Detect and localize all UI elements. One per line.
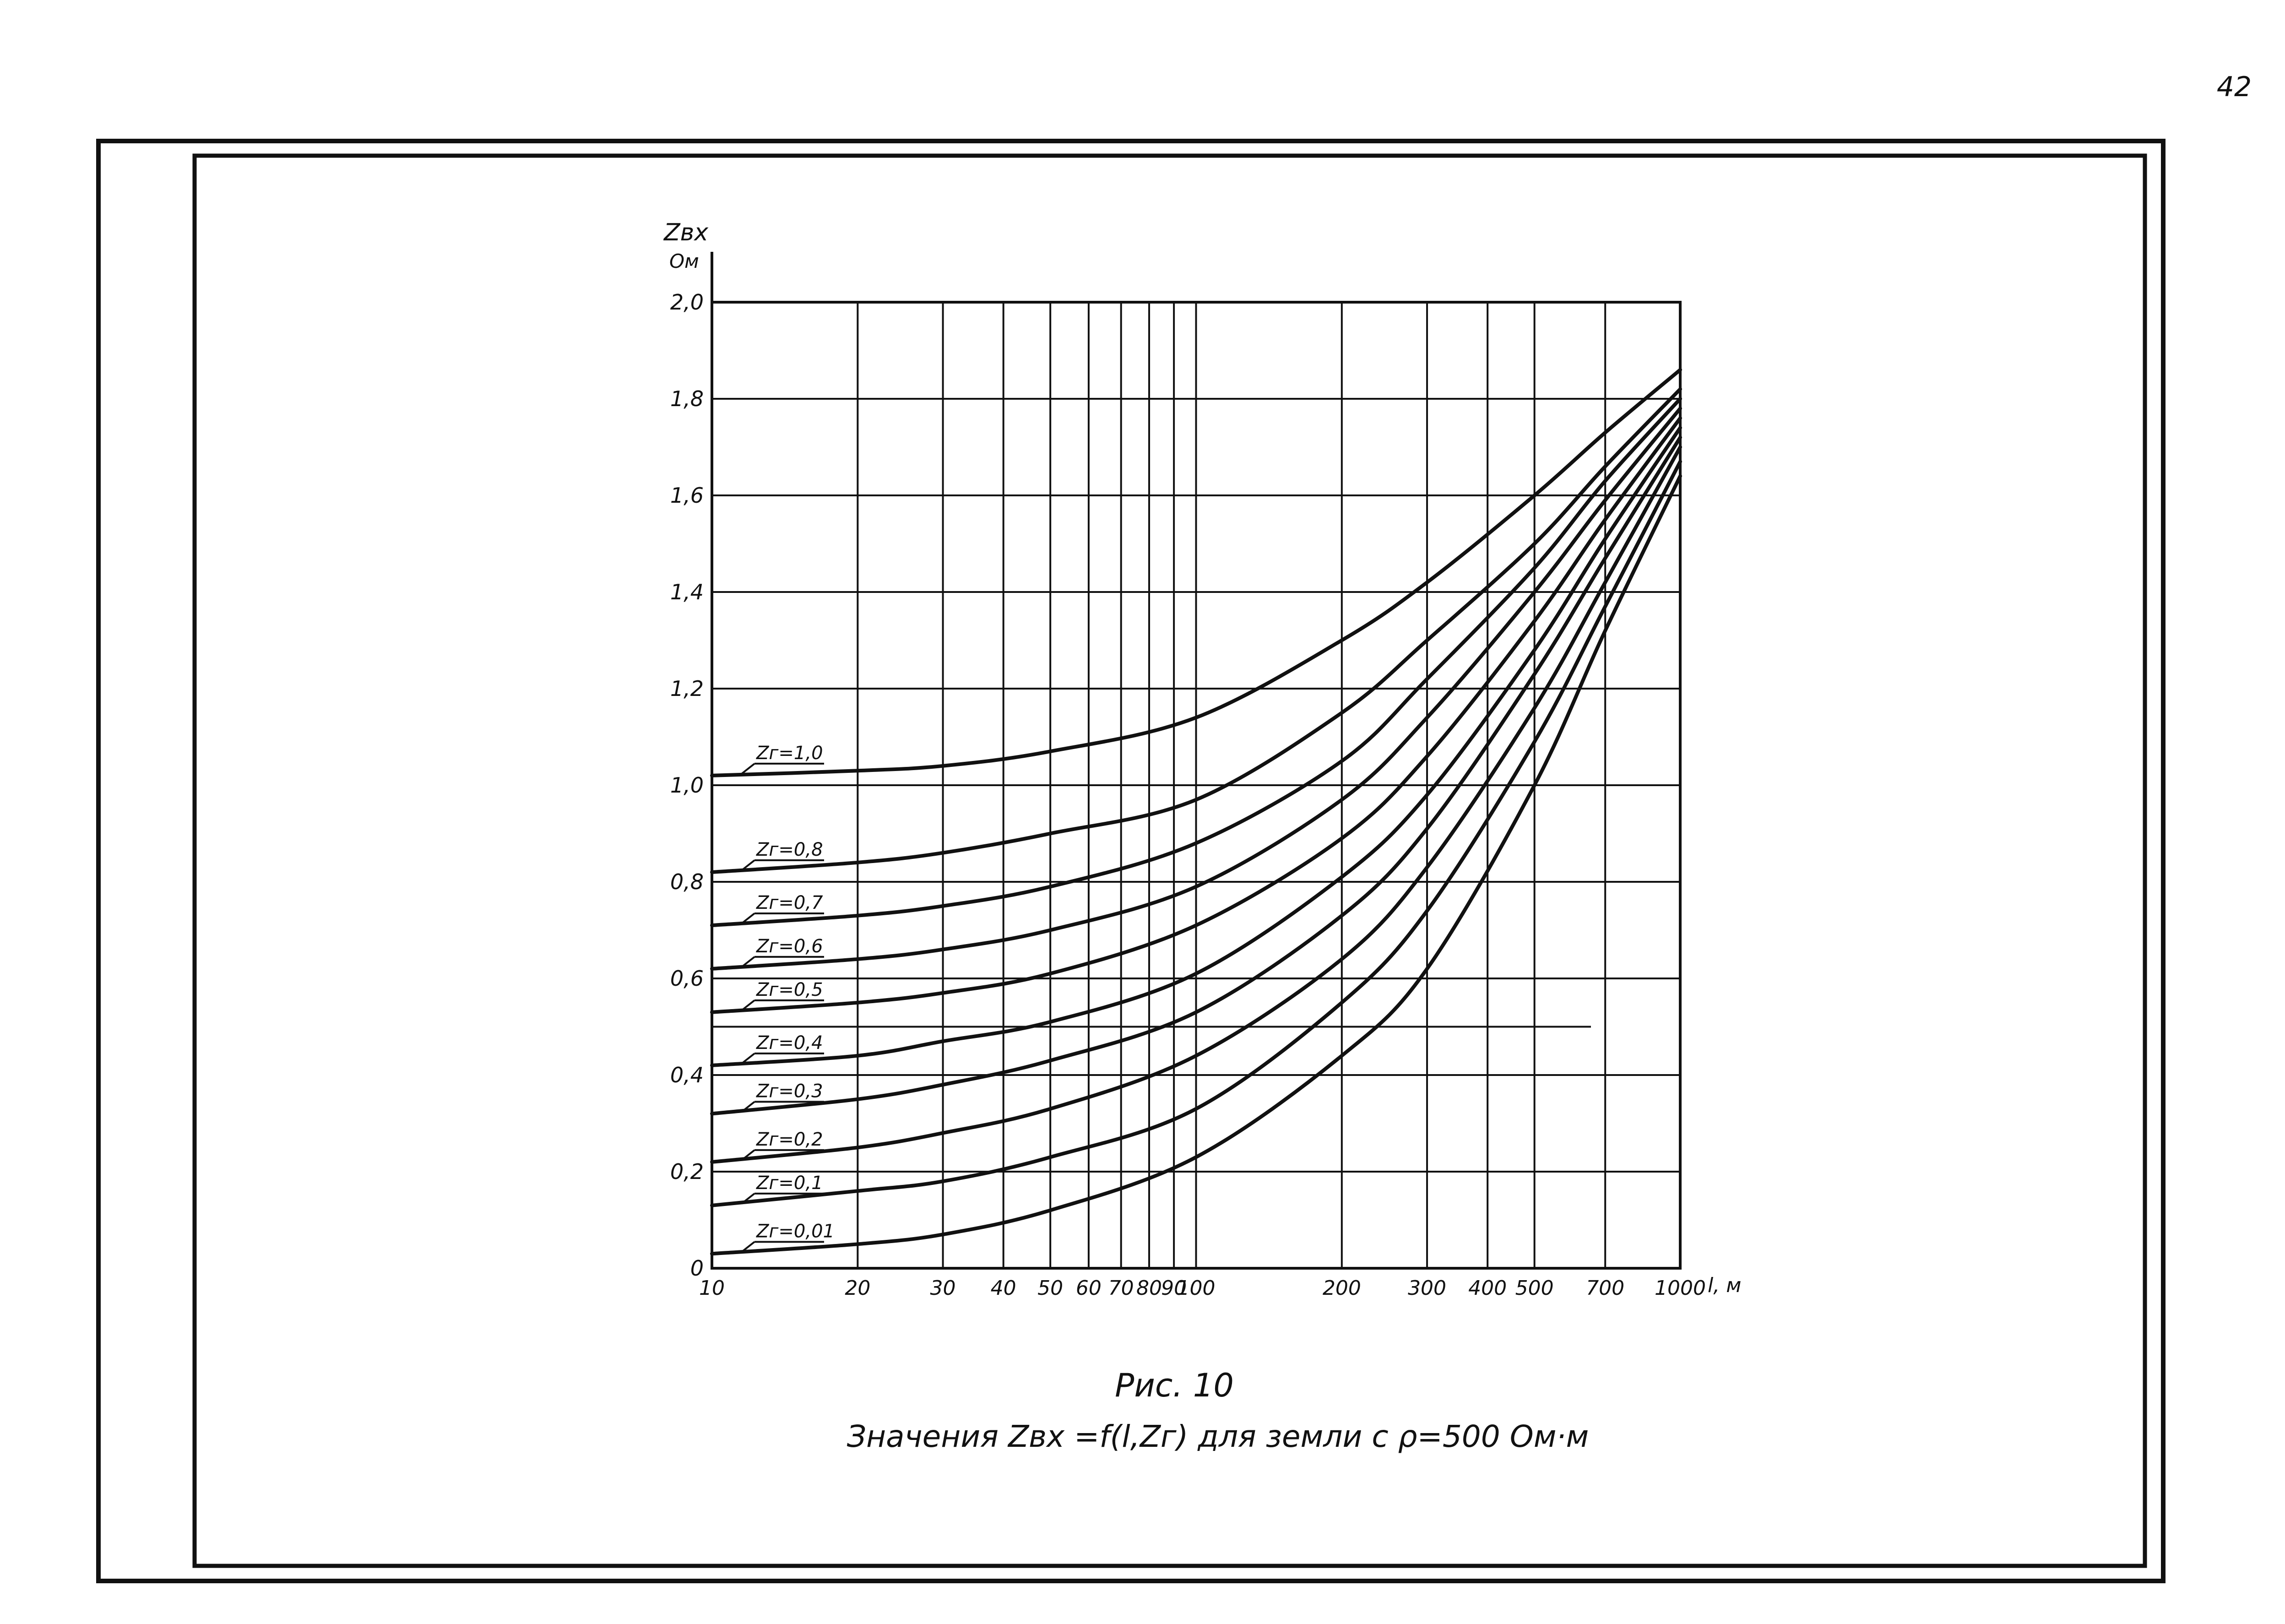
series-label-leader [741,912,755,924]
y-axis-label-line1: Zвх [663,219,709,246]
series-line [710,426,1682,1067]
y-grid-lines [712,398,1680,1173]
series-labels: Zг=1,0 Zг=0,8 Zг=0,7 Zг=0,6 Zг=0,5 Zг=0,4 Zг=0… [741,743,835,1253]
x-tick-label: 1000 [1655,1276,1706,1300]
series-lines [710,368,1682,1256]
x-tick-label: 80 [1136,1276,1162,1300]
series-label-leader [741,956,755,968]
series-label: Zг=0,8 [756,839,823,860]
series-label: Zг=0,1 [756,1173,823,1194]
y-tick-labels: 0 0,2 0,4 0,6 0,8 1,0 1,2 1,4 1,6 1,8 2,0 [670,290,704,1281]
y-tick-label: 2,0 [670,290,704,315]
x-tick-label: 400 [1468,1276,1507,1300]
x-tick-label: 50 [1037,1276,1063,1300]
outer-frame [96,139,2166,1583]
series-label-leader [741,1149,755,1161]
x-tick-label: 60 [1076,1276,1102,1300]
x-tick-label: 700 [1586,1276,1624,1300]
x-tick-label: 30 [930,1276,956,1300]
series-label-leader [741,1193,755,1205]
series-line [710,435,1682,1116]
figure-caption-text: Значения Zвх =f(l,Zг) для земли с ρ=500 … [847,1419,1589,1454]
x-tick-label: 40 [991,1276,1016,1300]
x-tick-label: 300 [1408,1276,1446,1300]
series-label-leader [741,859,755,871]
y-tick-label: 0 [690,1256,704,1281]
series-line [710,387,1682,874]
series-line [710,416,1682,1014]
y-tick-label: 1,4 [670,580,704,604]
inner-frame [192,153,2147,1568]
y-tick-label: 1,0 [670,773,704,798]
x-tick-label: 70 [1108,1276,1134,1300]
y-tick-label: 1,2 [670,676,704,701]
series-line [710,474,1682,1256]
series-label-leader [741,999,755,1011]
x-tick-label: 500 [1515,1276,1554,1300]
series-line [710,460,1682,1207]
y-tick-label: 0,8 [670,869,704,894]
y-axis-label-line2: Ом [669,250,699,272]
x-tick-label: 200 [1323,1276,1361,1300]
series-label: Zг=0,01 [756,1221,835,1242]
series-label-leader [741,1053,755,1065]
series-label: Zг=0,2 [756,1129,823,1150]
x-tick-label: 20 [845,1276,870,1300]
series-label-leader [741,1241,755,1253]
figure-caption-number: Рис. 10 [1115,1367,1234,1404]
x-axis-label: l, м [1708,1274,1741,1297]
series-label: Zг=0,6 [756,936,823,957]
series-label: Zг=0,7 [756,892,823,913]
series-label-leader [741,1101,755,1113]
x-tick-label: 100 [1177,1276,1216,1300]
y-tick-label: 1,8 [670,386,704,411]
series-line [710,407,1682,971]
y-tick-label: 1,6 [670,483,704,508]
y-tick-label: 0,4 [670,1063,704,1087]
x-tick-label: 10 [699,1276,725,1300]
series-label: Zг=0,3 [756,1081,823,1102]
series-line [710,445,1682,1164]
y-tick-label: 0,2 [670,1159,704,1184]
x-tick-label: 90 [1161,1276,1187,1300]
series-label: Zг=0,4 [756,1032,823,1054]
series-label-leader [741,763,755,775]
page-number: 42 [2217,71,2252,103]
series-label: Zг=1,0 [756,743,823,764]
y-tick-label: 0,6 [670,966,704,991]
series-label: Zг=0,5 [756,979,823,1000]
series-line [710,397,1682,927]
series-line [710,368,1682,777]
